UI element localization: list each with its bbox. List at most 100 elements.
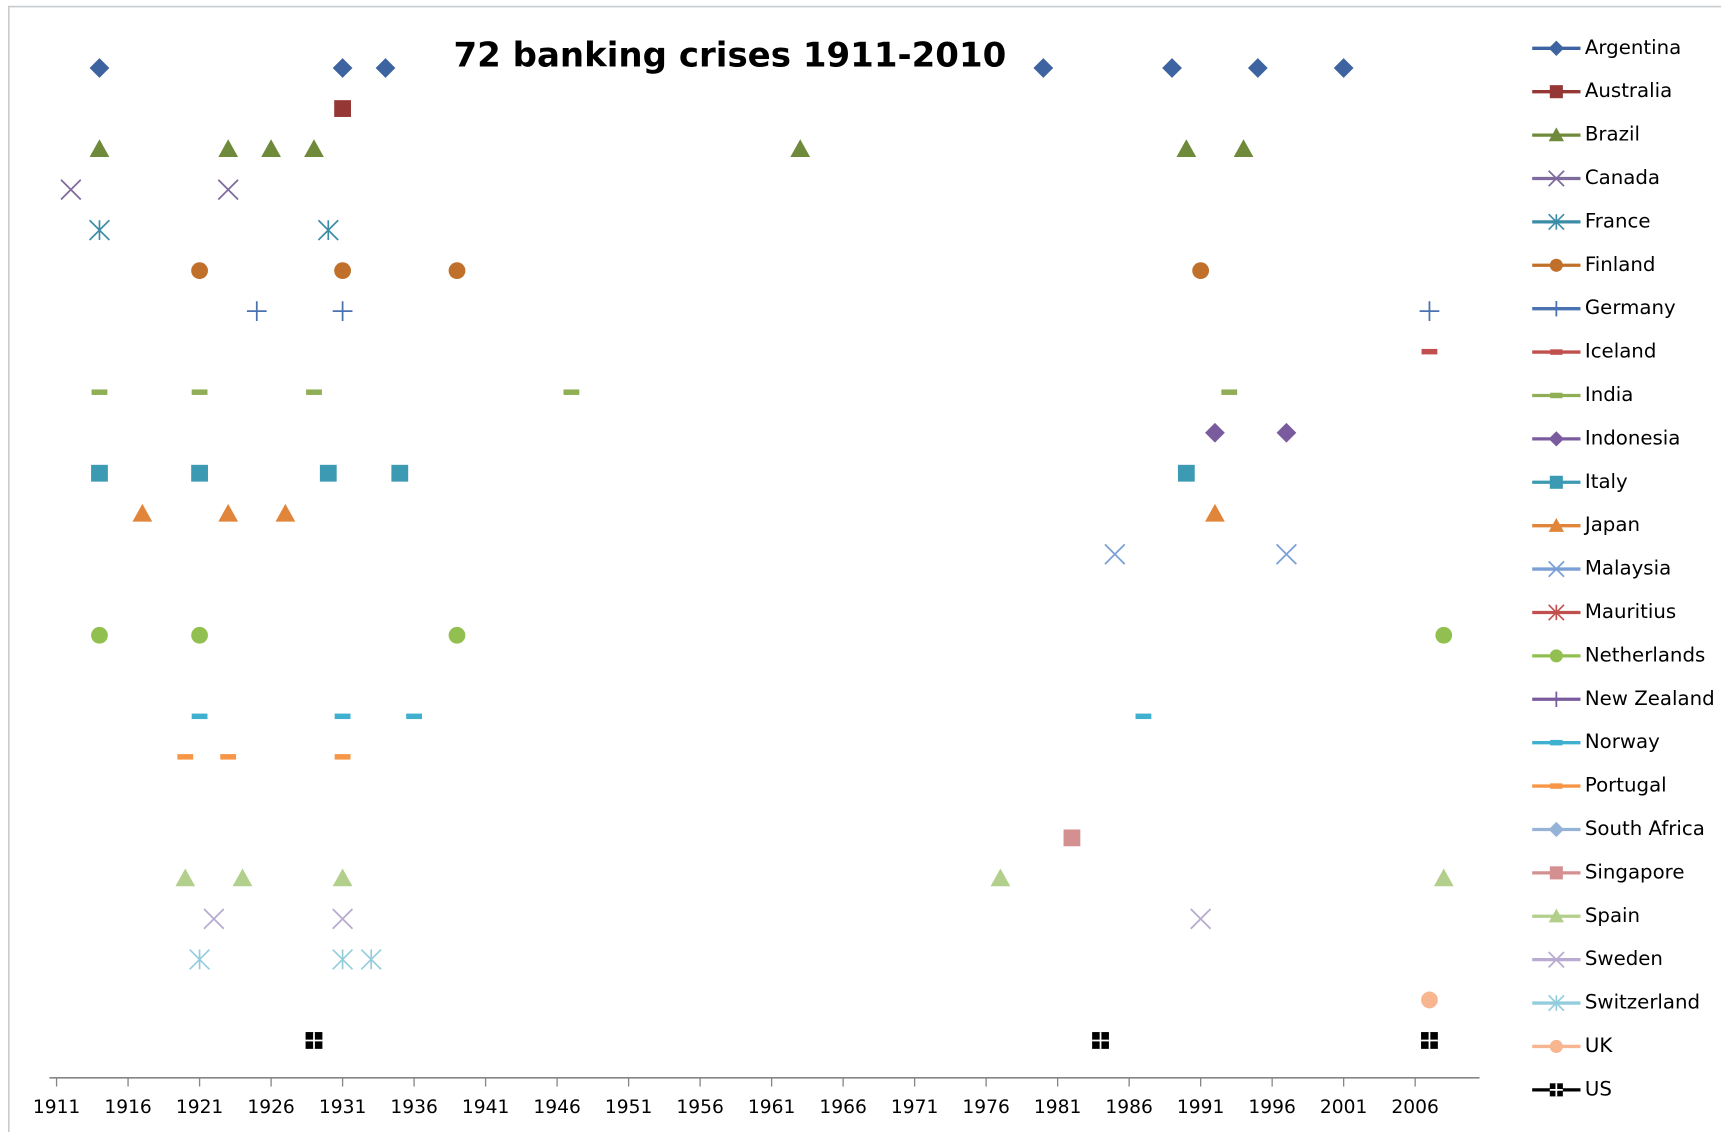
legend-item: Spain <box>1532 904 1640 927</box>
legend-label: Finland <box>1585 253 1656 276</box>
legend-label: US <box>1585 1077 1612 1100</box>
data-point <box>203 908 225 930</box>
data-point <box>91 464 108 482</box>
legend-label: Netherlands <box>1585 643 1705 666</box>
marker <box>305 1032 323 1049</box>
data-point <box>1247 58 1268 78</box>
x-tick-label: 1926 <box>247 1097 294 1118</box>
marker <box>1550 349 1563 355</box>
marker <box>1550 392 1563 399</box>
marker <box>1548 994 1565 1012</box>
marker <box>1063 829 1081 847</box>
legend-item: Canada <box>1532 166 1660 189</box>
data-point <box>1205 503 1225 522</box>
data-point <box>218 139 239 157</box>
marker <box>1233 139 1254 157</box>
x-tick-label: 1961 <box>748 1097 795 1118</box>
marker <box>334 262 351 280</box>
data-point <box>332 301 353 322</box>
legend-label: New Zealand <box>1585 687 1715 710</box>
legend-label: Portugal <box>1585 774 1667 797</box>
marker <box>332 908 354 930</box>
data-point <box>1092 1032 1109 1049</box>
x-tick-label: 1956 <box>676 1097 723 1118</box>
x-tick-label: 1971 <box>891 1097 938 1118</box>
marker <box>1549 1039 1563 1053</box>
data-point <box>91 626 108 644</box>
legend-label: South Africa <box>1585 817 1705 840</box>
legend-label: Spain <box>1585 904 1640 927</box>
marker <box>334 713 351 720</box>
legend-item: Portugal <box>1532 774 1667 797</box>
marker <box>132 503 153 522</box>
marker <box>220 754 237 760</box>
legend-label: Malaysia <box>1585 557 1671 580</box>
data-point <box>1104 543 1126 565</box>
legend-label: Norway <box>1585 730 1660 753</box>
data-point <box>191 713 208 720</box>
legend-item: India <box>1532 383 1633 406</box>
marker <box>563 389 580 395</box>
legend-item: Brazil <box>1532 123 1640 146</box>
data-point <box>790 139 811 157</box>
marker <box>332 58 353 78</box>
legend-item: Argentina <box>1532 36 1681 59</box>
x-tick-label: 1951 <box>605 1097 652 1118</box>
x-tick-label: 2001 <box>1320 1097 1367 1118</box>
data-point <box>319 464 337 482</box>
data-point <box>191 389 208 395</box>
data-point <box>334 262 351 280</box>
data-point <box>232 868 253 887</box>
legend-label: France <box>1585 209 1651 232</box>
legend-item: Sweden <box>1532 947 1663 970</box>
data-point <box>334 754 351 760</box>
marker <box>317 219 339 241</box>
marker <box>1548 213 1565 231</box>
marker <box>203 908 225 930</box>
marker <box>218 503 239 522</box>
marker <box>332 948 354 970</box>
marker <box>1549 1083 1563 1097</box>
marker <box>1190 908 1212 930</box>
data-point <box>306 389 322 395</box>
data-point <box>1421 991 1438 1009</box>
data-point <box>218 503 239 522</box>
data-point <box>246 301 267 322</box>
legend-label: Argentina <box>1585 36 1681 59</box>
data-point <box>175 868 196 887</box>
marker <box>1421 348 1438 355</box>
legend-label: Germany <box>1585 296 1676 319</box>
marker <box>177 754 194 760</box>
legend-label: Iceland <box>1585 340 1656 363</box>
marker <box>1548 821 1565 838</box>
legend-item: Indonesia <box>1532 426 1680 449</box>
x-tick-label: 1921 <box>176 1097 223 1118</box>
x-tick-label: 1931 <box>319 1097 366 1118</box>
marker <box>332 868 353 887</box>
legend-item: Malaysia <box>1532 557 1671 580</box>
data-point <box>275 503 296 522</box>
marker <box>1247 58 1268 78</box>
marker <box>306 389 322 395</box>
marker <box>1548 908 1565 923</box>
marker <box>1275 543 1297 565</box>
marker <box>1333 58 1354 78</box>
legend-label: Canada <box>1585 166 1660 189</box>
legend-label: Italy <box>1585 470 1628 493</box>
legend-label: Mauritius <box>1585 600 1676 623</box>
marker <box>1548 40 1565 56</box>
marker <box>91 389 108 395</box>
data-point <box>332 948 354 970</box>
data-point <box>191 262 208 280</box>
legend-item: Mauritius <box>1532 600 1676 623</box>
marker <box>191 389 208 395</box>
legend-item: Germany <box>1532 296 1676 319</box>
legend-label: Australia <box>1585 79 1672 102</box>
marker <box>334 100 351 117</box>
data-point <box>448 262 466 280</box>
marker <box>1548 951 1565 968</box>
marker <box>1205 422 1225 443</box>
marker <box>448 626 466 644</box>
marker <box>1092 1032 1109 1049</box>
legend-label: Japan <box>1583 513 1640 536</box>
